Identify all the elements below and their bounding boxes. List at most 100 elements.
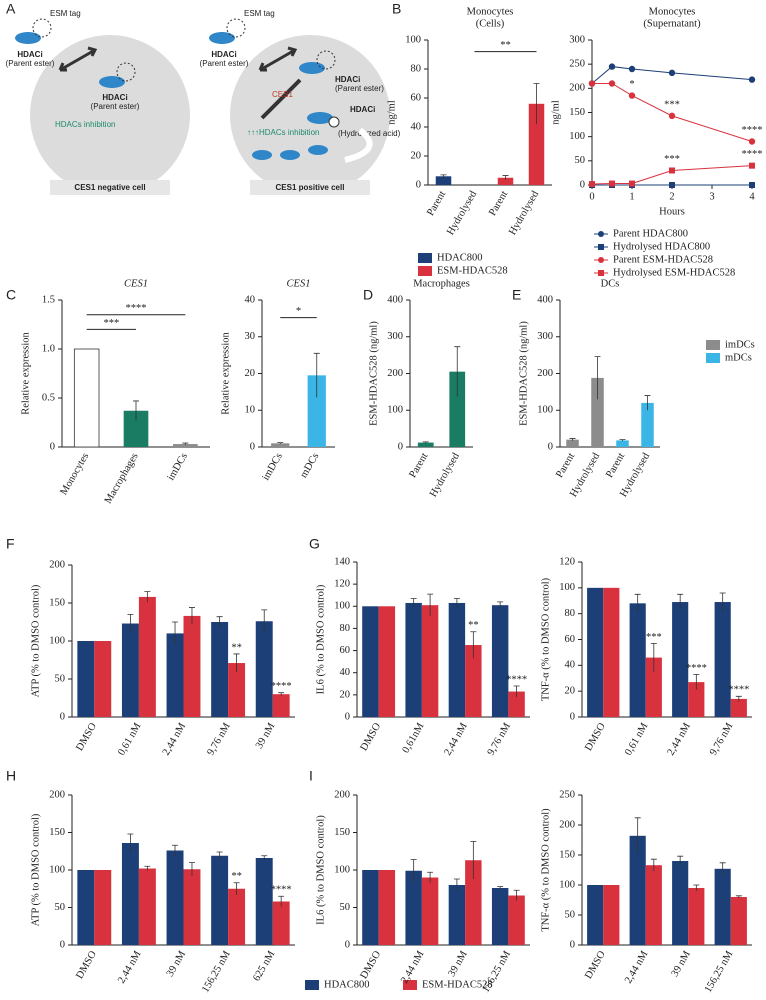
legend-swatch: [305, 980, 319, 990]
legend-label: mDCs: [725, 352, 752, 363]
label: HDACi: [17, 50, 42, 59]
significance: ****: [742, 125, 763, 136]
y-tick-label: 100: [49, 635, 65, 646]
legend-swatch: [418, 266, 432, 276]
x-tick-label: 9,76 nM: [486, 721, 514, 758]
label: (Parent ester): [6, 59, 55, 68]
bar: [730, 698, 747, 717]
error-bar: [693, 884, 700, 891]
bar: [629, 603, 646, 717]
y-axis-label: TNF-α (% to DMSO control): [540, 808, 551, 932]
bar: [166, 850, 184, 945]
drug-icon: [299, 62, 325, 74]
y-tick-label: 150: [49, 597, 65, 608]
y-axis-label: ng/ml: [386, 100, 397, 125]
x-tick-label: 2,44 nM: [442, 721, 470, 758]
y-tick-label: 50: [575, 155, 586, 166]
error-bar: [470, 841, 477, 879]
y-tick-label: 0: [345, 711, 350, 722]
bar: [211, 855, 229, 945]
bar: [228, 888, 246, 945]
x-tick-label: 156,25 nM: [200, 949, 233, 995]
panel-label: C: [6, 287, 16, 303]
y-tick-label: 200: [49, 789, 65, 800]
label: ESM tag: [244, 9, 275, 18]
tag-icon: [226, 18, 246, 38]
panel-label: I: [309, 768, 313, 784]
x-tick-label: Parent: [487, 189, 510, 218]
drug-icon: [99, 76, 125, 88]
x-tick-label: Macrophages: [103, 451, 141, 505]
significance: ****: [506, 674, 527, 685]
x-tick-label: Parent: [407, 451, 430, 480]
label: ESM tag: [50, 9, 81, 18]
bar: [508, 691, 525, 717]
error-bar: [133, 400, 139, 421]
error-bar: [453, 598, 460, 608]
x-tick-label: 39 nM: [446, 949, 470, 979]
cell-label: CES1 negative cell: [74, 183, 145, 192]
legend-swatch: [706, 340, 720, 350]
cell-label-box: [250, 180, 370, 195]
x-tick-label: 3: [709, 191, 714, 202]
y-tick-label: 200: [537, 368, 553, 379]
error-bar: [569, 438, 576, 441]
error-bar: [650, 642, 657, 672]
x-axis-label: Hours: [659, 206, 685, 217]
significance: ***: [646, 632, 662, 643]
significance: **: [231, 871, 242, 882]
bar: [566, 439, 579, 447]
error-bar: [182, 442, 189, 446]
bar: [378, 606, 396, 717]
panel-label: F: [6, 536, 15, 552]
bar: [672, 602, 689, 717]
bar: [405, 870, 422, 945]
x-tick-label: Hydrolysed: [445, 189, 479, 238]
x-tick-label: Hydrolysed: [507, 189, 541, 238]
bar: [508, 895, 525, 945]
y-axis-label: Relative expression: [220, 331, 231, 414]
panel-label: G: [309, 536, 320, 552]
bar: [449, 371, 466, 447]
bar: [603, 587, 620, 717]
error-bar: [440, 174, 447, 178]
point: [748, 76, 756, 83]
y-tick-label: 0: [60, 939, 65, 950]
panel-label: D: [363, 287, 373, 303]
label: (Parent ester): [200, 59, 249, 68]
x-tick-label: Monocytes: [58, 451, 91, 497]
drug-icon: [307, 112, 333, 124]
x-tick-label: DMSO: [359, 721, 384, 753]
x-tick-label: Parent: [554, 451, 577, 480]
y-tick-label: 20: [340, 689, 351, 700]
error-bar: [216, 851, 223, 860]
legend-label: ESM-HDAC528: [422, 979, 493, 990]
arrow: [260, 78, 302, 120]
bar: [121, 623, 139, 717]
bar: [362, 606, 379, 717]
y-axis-label: Relative expression: [20, 331, 31, 414]
error-bar: [188, 607, 195, 625]
bar: [448, 885, 466, 945]
bar: [421, 605, 439, 717]
legend-label: Parent ESM-HDAC528: [613, 254, 713, 265]
y-tick-label: 0: [416, 179, 421, 190]
bar: [307, 375, 326, 447]
point: [629, 180, 635, 187]
error-bar: [513, 685, 520, 698]
x-tick-label: 9,76 nM: [708, 721, 736, 758]
legend-marker: [598, 244, 604, 250]
chart-title: CES1: [124, 278, 148, 289]
y-tick-label: 30: [245, 331, 256, 342]
label: (Parent ester): [91, 102, 140, 111]
error-bar: [233, 653, 240, 673]
point: [589, 181, 595, 188]
bar: [465, 860, 482, 945]
bar: [77, 870, 95, 945]
error-bar: [677, 593, 684, 610]
error-bar: [144, 591, 151, 603]
legend-swatch: [706, 353, 720, 363]
x-tick-label: imDCs: [261, 451, 285, 482]
bar: [405, 602, 422, 717]
error-bar: [454, 346, 461, 397]
